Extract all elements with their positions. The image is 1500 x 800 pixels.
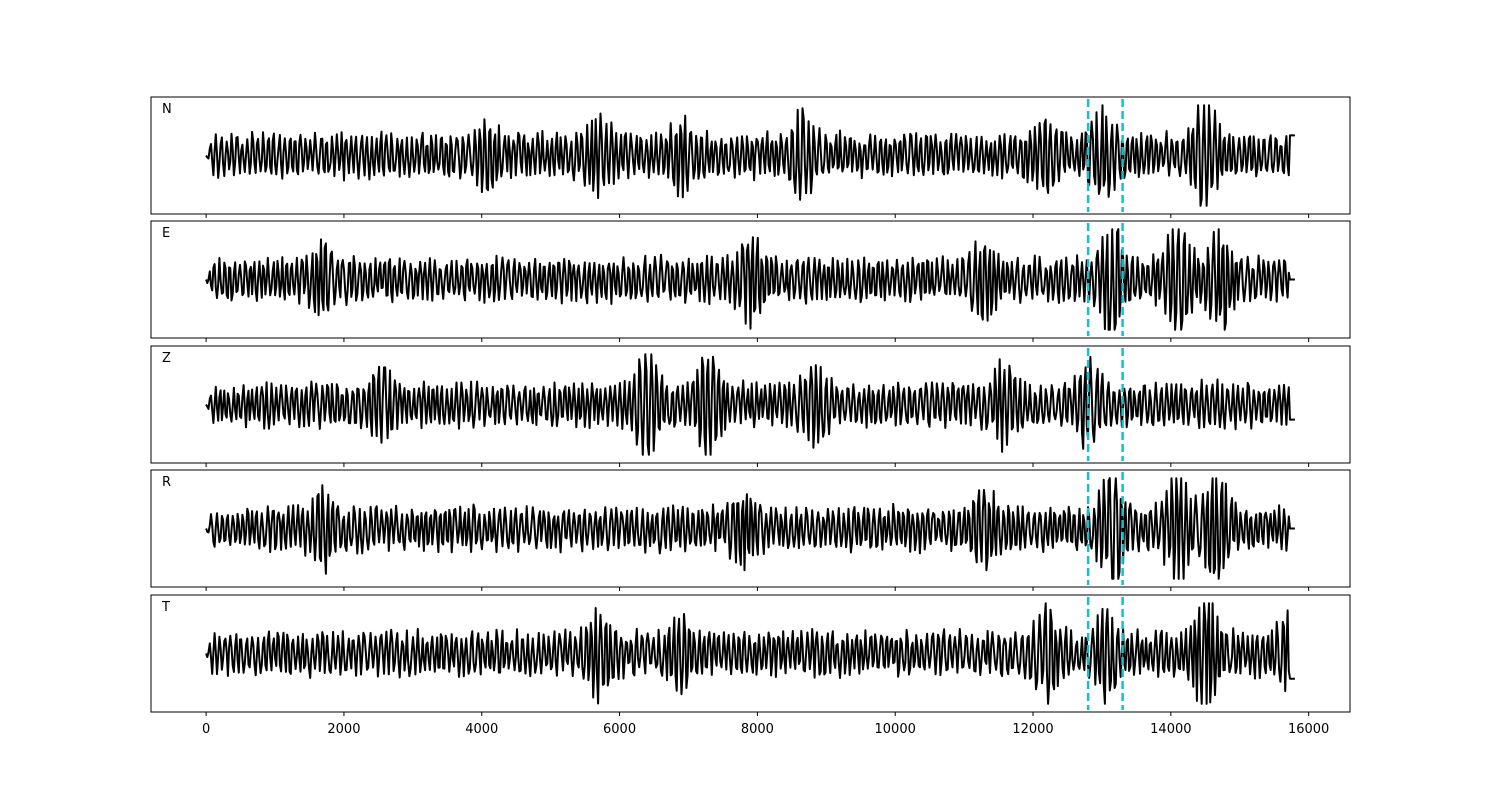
x-tick-label: 10000 <box>875 722 916 737</box>
panel-z: Z <box>150 345 1351 467</box>
channel-label: N <box>162 102 172 117</box>
panel-frame <box>150 594 1351 713</box>
x-axis: 0 2000 4000 6000 8000 10000 12000 14000 16000 <box>202 722 1329 737</box>
x-tick-label: 2000 <box>327 722 360 737</box>
x-tick-label: 12000 <box>1012 722 1053 737</box>
x-tick-label: 16000 <box>1288 722 1329 737</box>
x-tick-label: 8000 <box>741 722 774 737</box>
panel-r: R <box>150 469 1351 591</box>
panel-frame <box>150 96 1351 215</box>
x-tick-label: 14000 <box>1150 722 1191 737</box>
panels-group: N E Z R T <box>150 96 1351 716</box>
x-tick-label: 6000 <box>603 722 636 737</box>
channel-label: T <box>161 600 170 615</box>
trace-e <box>205 228 1295 331</box>
panel-t: T <box>150 594 1351 716</box>
trace-n <box>205 104 1295 207</box>
panel-frame <box>150 220 1351 339</box>
channel-label: R <box>162 475 171 490</box>
x-tick-label: 0 <box>202 722 210 737</box>
trace-t <box>205 602 1295 705</box>
channel-label: Z <box>162 351 171 366</box>
trace-z <box>205 353 1295 456</box>
panel-frame <box>150 469 1351 588</box>
trace-r <box>205 477 1295 580</box>
x-tick-label: 4000 <box>465 722 498 737</box>
panel-e: E <box>150 220 1351 342</box>
channel-label: E <box>162 226 170 241</box>
panel-frame <box>150 345 1351 464</box>
panel-n: N <box>150 96 1351 218</box>
